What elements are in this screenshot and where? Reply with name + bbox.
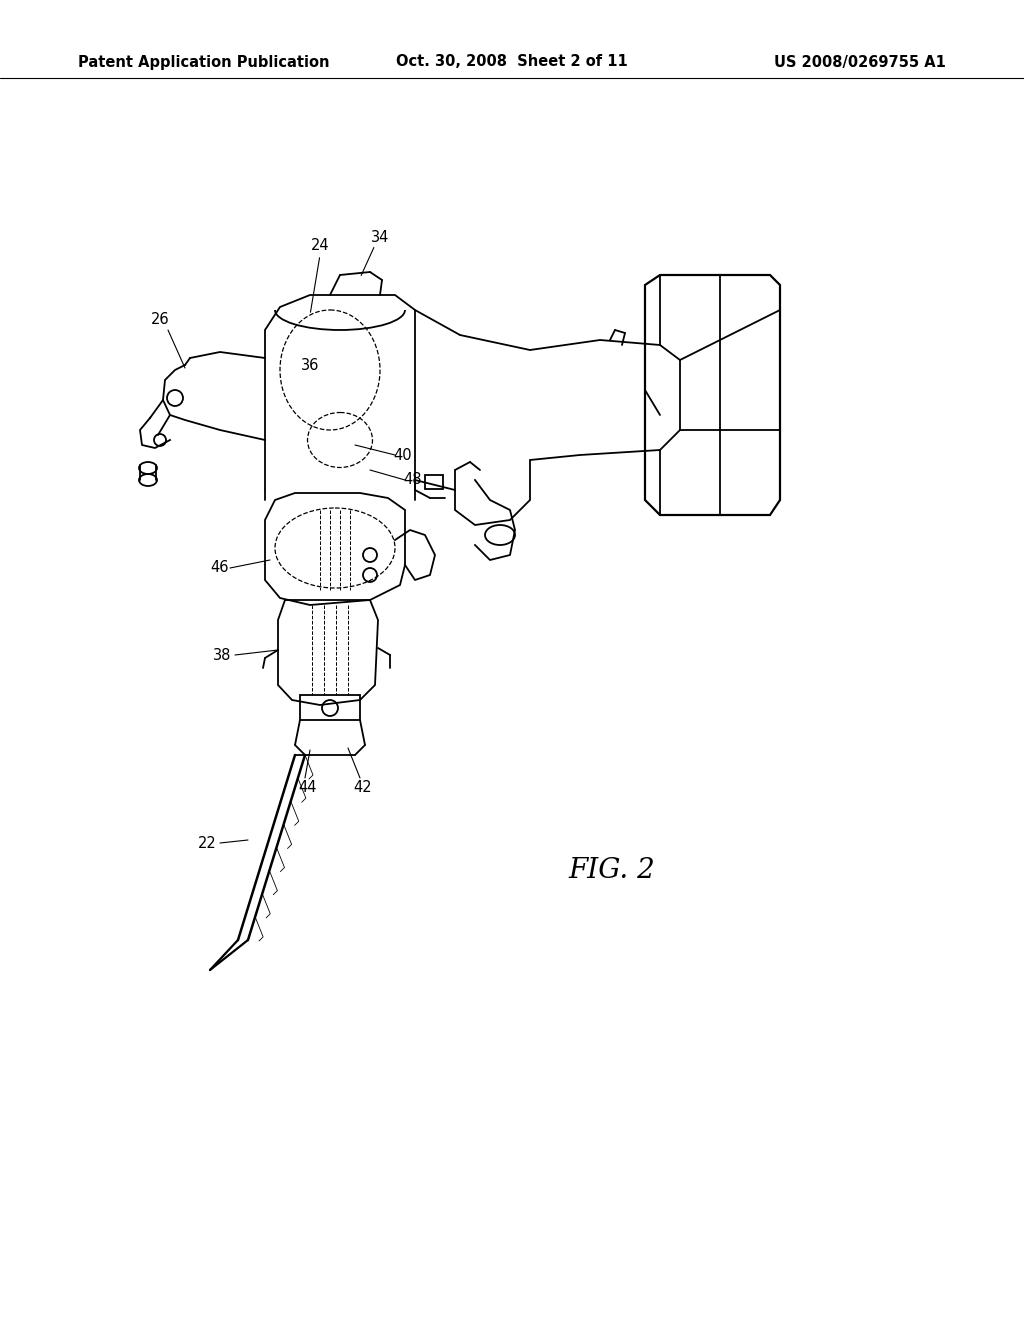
Text: 44: 44 xyxy=(299,780,317,795)
Text: Oct. 30, 2008  Sheet 2 of 11: Oct. 30, 2008 Sheet 2 of 11 xyxy=(396,54,628,70)
Text: Patent Application Publication: Patent Application Publication xyxy=(78,54,330,70)
Text: 34: 34 xyxy=(371,231,389,246)
Text: 26: 26 xyxy=(151,313,169,327)
Text: US 2008/0269755 A1: US 2008/0269755 A1 xyxy=(774,54,946,70)
Text: 48: 48 xyxy=(403,473,422,487)
Text: 46: 46 xyxy=(211,561,229,576)
Text: 24: 24 xyxy=(310,238,330,252)
Text: 38: 38 xyxy=(213,648,231,663)
Text: 22: 22 xyxy=(198,836,216,850)
Text: 40: 40 xyxy=(393,447,413,462)
Bar xyxy=(425,475,443,488)
Text: 42: 42 xyxy=(353,780,373,795)
Text: 36: 36 xyxy=(301,358,319,372)
Text: FIG. 2: FIG. 2 xyxy=(568,857,655,883)
